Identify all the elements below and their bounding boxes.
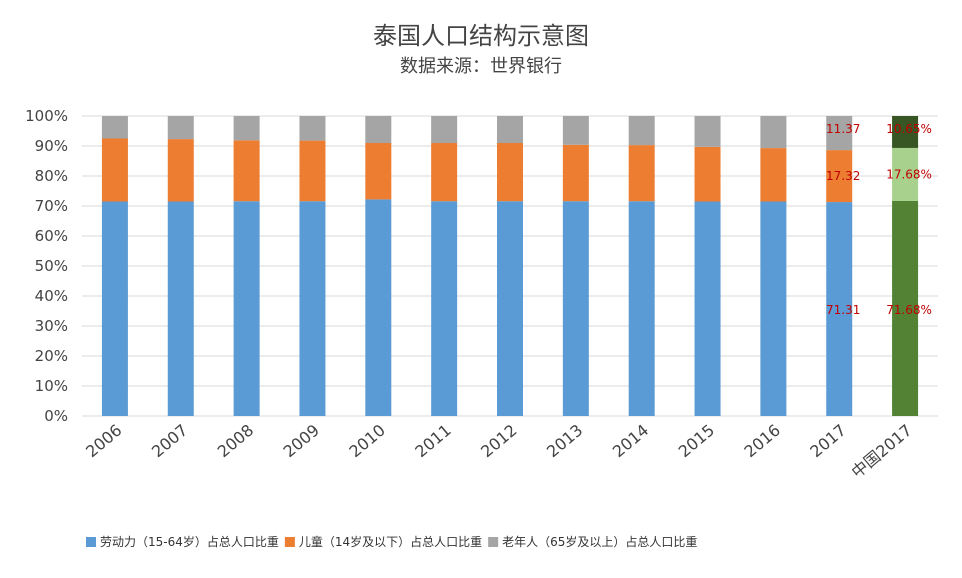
x-tick-label: 2015 [675,421,718,462]
bar-segment [233,116,260,141]
bar-segment [365,116,392,143]
bar-segment [167,116,194,140]
y-tick-label: 40% [35,287,68,305]
bar-segment [628,201,655,416]
legend-label: 儿童（14岁及以下）占总人口比重 [299,534,482,549]
bar-segment [431,201,458,416]
data-labels: 71.31 17.32 11.37 71.68% 17.68% 10.65% [826,122,932,317]
bar-segment [167,139,194,202]
bar-segment [299,201,326,416]
x-axis-tick-labels: 2006 2007 2008 2009 2010 2011 2012 2013 2014 2015… [82,421,916,482]
bar-segment [562,144,589,202]
x-tick-label: 中国2017 [848,421,916,482]
x-tick-label: 2017 [806,421,849,462]
bar-segment [694,201,721,416]
bar-segment [628,116,655,146]
bar-segment [826,150,853,203]
bar-segment [826,202,853,416]
legend-label: 劳动力（15-64岁）占总人口比重 [100,534,279,549]
x-tick-label: 2012 [477,421,520,462]
chart-title: 泰国人口结构示意图 [373,22,589,50]
data-label: 10.65% [886,122,932,136]
bar-segment [497,116,523,143]
legend-swatch [488,537,499,547]
bar-segment [562,116,589,145]
bar-segment [101,116,128,139]
bar-segment [694,146,721,202]
x-tick-label: 2013 [543,421,586,462]
y-tick-label: 10% [35,377,68,395]
x-tick-label: 2006 [82,421,125,462]
legend-label: 老年人（65岁及以上）占总人口比重 [502,534,697,549]
y-tick-label: 100% [25,107,68,125]
bar-segment [826,116,853,151]
legend-swatch [284,537,295,547]
bar-segment [299,140,326,202]
bar-segment [892,147,919,201]
x-tick-label: 2009 [280,421,323,462]
bar-segment [760,201,787,416]
x-tick-label: 2011 [411,421,454,462]
bar-segment [299,116,326,141]
bar-segment [431,143,458,202]
data-label: 11.37 [826,122,860,136]
bar-segment [233,201,260,416]
x-tick-label: 2010 [345,421,388,462]
bar-segment [167,201,194,416]
bar-segment [760,116,787,149]
legend: 劳动力（15-64岁）占总人口比重 儿童（14岁及以下）占总人口比重 老年人（65岁… [86,534,697,549]
chart-subtitle: 数据来源：世界银行 [400,56,562,77]
bar-segment [497,143,523,202]
x-tick-label: 2008 [214,421,257,462]
bar-segment [628,145,655,202]
data-label: 17.68% [886,167,932,181]
y-tick-label: 60% [35,227,68,245]
y-axis-tick-labels: 0% 10% 20% 30% 40% 50% 60% 70% 80% 90% 100% [25,107,68,425]
y-tick-label: 80% [35,167,68,185]
y-tick-label: 90% [35,137,68,155]
bar-segment [694,116,721,147]
bar-segment [365,199,392,416]
x-tick-label: 2016 [741,421,784,462]
legend-swatch [86,537,96,547]
bars [101,116,919,416]
bar-segment [562,201,589,416]
y-tick-label: 50% [35,257,68,275]
bar-segment [892,116,919,148]
bar-segment [233,140,260,202]
x-tick-label: 2007 [148,421,191,462]
bar-segment [101,138,128,202]
bar-segment [497,201,523,416]
bar-segment [365,143,392,200]
bar-segment [101,201,128,416]
data-label: 71.68% [886,303,932,317]
data-label: 71.31 [826,303,860,317]
bar-segment [892,200,919,416]
y-tick-label: 30% [35,317,68,335]
bar-segment [760,148,787,202]
x-tick-label: 2014 [609,421,652,462]
y-tick-label: 70% [35,197,68,215]
data-label: 17.32 [826,169,860,183]
bar-segment [431,116,458,143]
y-tick-label: 0% [44,407,68,425]
y-tick-label: 20% [35,347,68,365]
